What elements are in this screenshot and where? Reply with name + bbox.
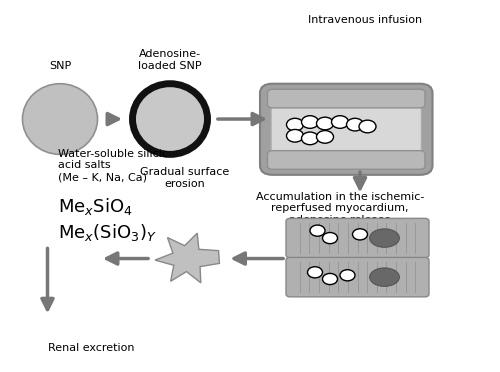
FancyBboxPatch shape (260, 84, 432, 175)
Text: SNP: SNP (49, 61, 71, 71)
Circle shape (316, 131, 334, 143)
Circle shape (332, 116, 348, 128)
Text: Gradual surface
erosion: Gradual surface erosion (140, 167, 230, 189)
FancyBboxPatch shape (286, 218, 429, 258)
Text: Water-soluble silicic
acid salts
(Me – K, Na, Ca): Water-soluble silicic acid salts (Me – K… (58, 149, 168, 182)
Ellipse shape (22, 84, 98, 154)
Text: Intravenous infusion: Intravenous infusion (308, 15, 422, 25)
Circle shape (322, 273, 338, 285)
Circle shape (302, 116, 318, 128)
Polygon shape (155, 233, 220, 283)
Circle shape (322, 232, 338, 244)
Text: Me$_x$(SiO$_3$)$_Y$: Me$_x$(SiO$_3$)$_Y$ (58, 222, 156, 243)
FancyBboxPatch shape (271, 92, 422, 167)
Text: Accumulation in the ischemic-
reperfused myocardium,
adenosine release: Accumulation in the ischemic- reperfused… (256, 192, 424, 225)
Circle shape (359, 120, 376, 133)
Circle shape (346, 118, 364, 131)
Circle shape (302, 132, 318, 145)
FancyBboxPatch shape (286, 257, 429, 297)
Text: Renal excretion: Renal excretion (48, 343, 134, 353)
Circle shape (310, 225, 325, 236)
Circle shape (352, 229, 368, 240)
Ellipse shape (370, 268, 400, 286)
Text: Me$_x$SiO$_4$: Me$_x$SiO$_4$ (58, 196, 132, 217)
Ellipse shape (132, 84, 208, 154)
Text: Adenosine-
loaded SNP: Adenosine- loaded SNP (138, 49, 202, 71)
Ellipse shape (370, 229, 400, 247)
FancyBboxPatch shape (268, 151, 425, 169)
Circle shape (340, 270, 355, 281)
Circle shape (316, 117, 334, 130)
FancyBboxPatch shape (268, 89, 425, 108)
Circle shape (286, 129, 304, 142)
Circle shape (286, 118, 304, 131)
Circle shape (308, 267, 322, 278)
